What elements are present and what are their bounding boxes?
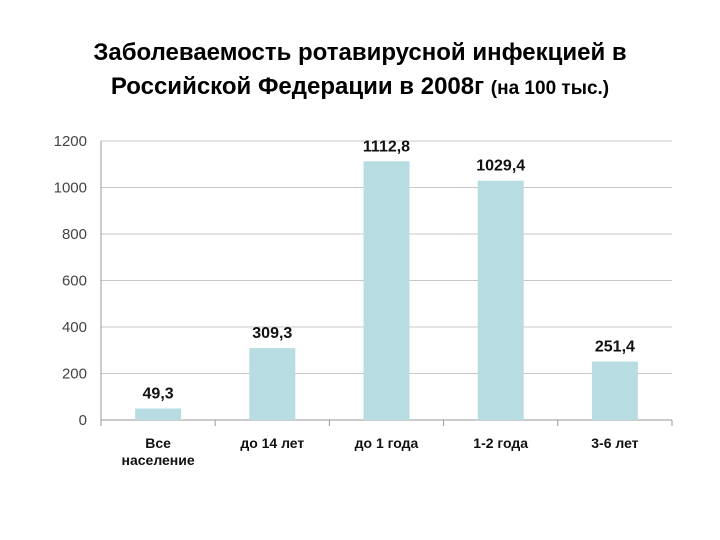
x-tick-label: 3-6 лет [591,435,638,451]
bar [135,408,182,420]
bar [477,180,524,420]
bar [591,361,638,420]
y-tick-label: 800 [62,226,87,243]
bar [249,348,296,420]
bar [363,161,410,421]
data-label: 1112,8 [363,138,410,155]
x-tick-label: 1-2 года [473,435,528,451]
data-label: 49,3 [143,386,174,403]
data-label: 251,4 [595,339,635,356]
y-tick-label: 1000 [54,180,87,197]
chart-title-note: (на 100 тыс.) [490,78,610,99]
data-label: 1029,4 [476,158,525,175]
data-label: 309,3 [252,325,292,342]
chart-title: Заболеваемость ротавирусной инфекцией в … [0,36,720,106]
y-tick-label: 400 [62,319,87,336]
x-tick-label: до 14 лет [240,435,304,451]
x-tick-label: до 1 года [355,435,419,451]
chart-title-line2: Российской Федерации в 2008г (на 100 тыс… [0,70,720,106]
chart-title-main: Российской Федерации в 2008г [110,73,485,100]
y-tick-label: 1200 [54,133,87,150]
x-tick-label: население [122,452,195,468]
y-tick-label: 200 [62,366,87,383]
y-tick-label: 600 [62,273,87,290]
chart-title-line1: Заболеваемость ротавирусной инфекцией в [93,39,627,66]
x-tick-label: Все [145,435,171,451]
y-tick-label: 0 [79,412,87,429]
